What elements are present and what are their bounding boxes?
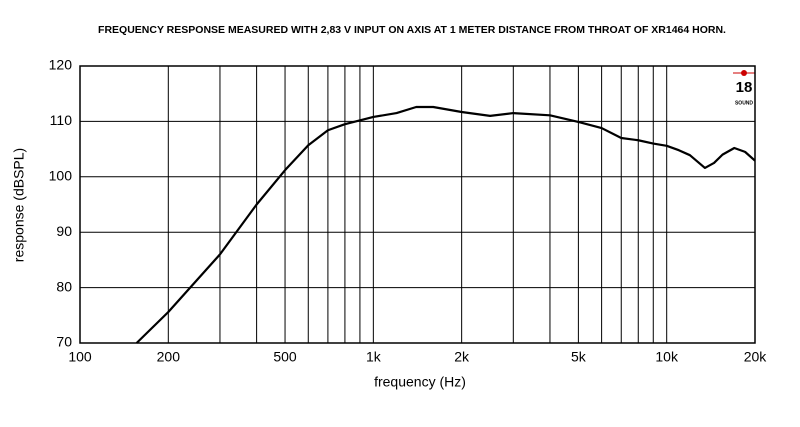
y-tick-label: 70 (56, 334, 72, 350)
x-tick-label: 1k (366, 349, 382, 365)
y-tick-label: 80 (56, 278, 72, 294)
logo-word: SOUND (735, 100, 753, 106)
plot-frame (79, 65, 756, 344)
x-axis-label: frequency (Hz) (374, 374, 466, 390)
y-tick-label: 120 (49, 57, 73, 73)
x-tick-label: 100 (68, 349, 92, 365)
x-tick-label: 500 (273, 349, 297, 365)
logo-number: 18 (736, 79, 753, 96)
x-tick-label: 5k (571, 349, 587, 365)
y-tick-label: 90 (56, 223, 72, 239)
y-tick-label: 110 (50, 112, 73, 128)
x-tick-label: 2k (454, 349, 470, 365)
chart-title: FREQUENCY RESPONSE MEASURED WITH 2,83 V … (98, 24, 726, 36)
x-tick-label: 200 (157, 349, 181, 365)
y-tick-label: 100 (49, 168, 73, 184)
x-tick-label: 10k (655, 349, 679, 365)
x-tick-label: 20k (744, 349, 768, 365)
y-axis-label: response (dBSPL) (11, 148, 27, 262)
logo: 18 SOUND (733, 70, 755, 106)
response-line (135, 105, 756, 344)
